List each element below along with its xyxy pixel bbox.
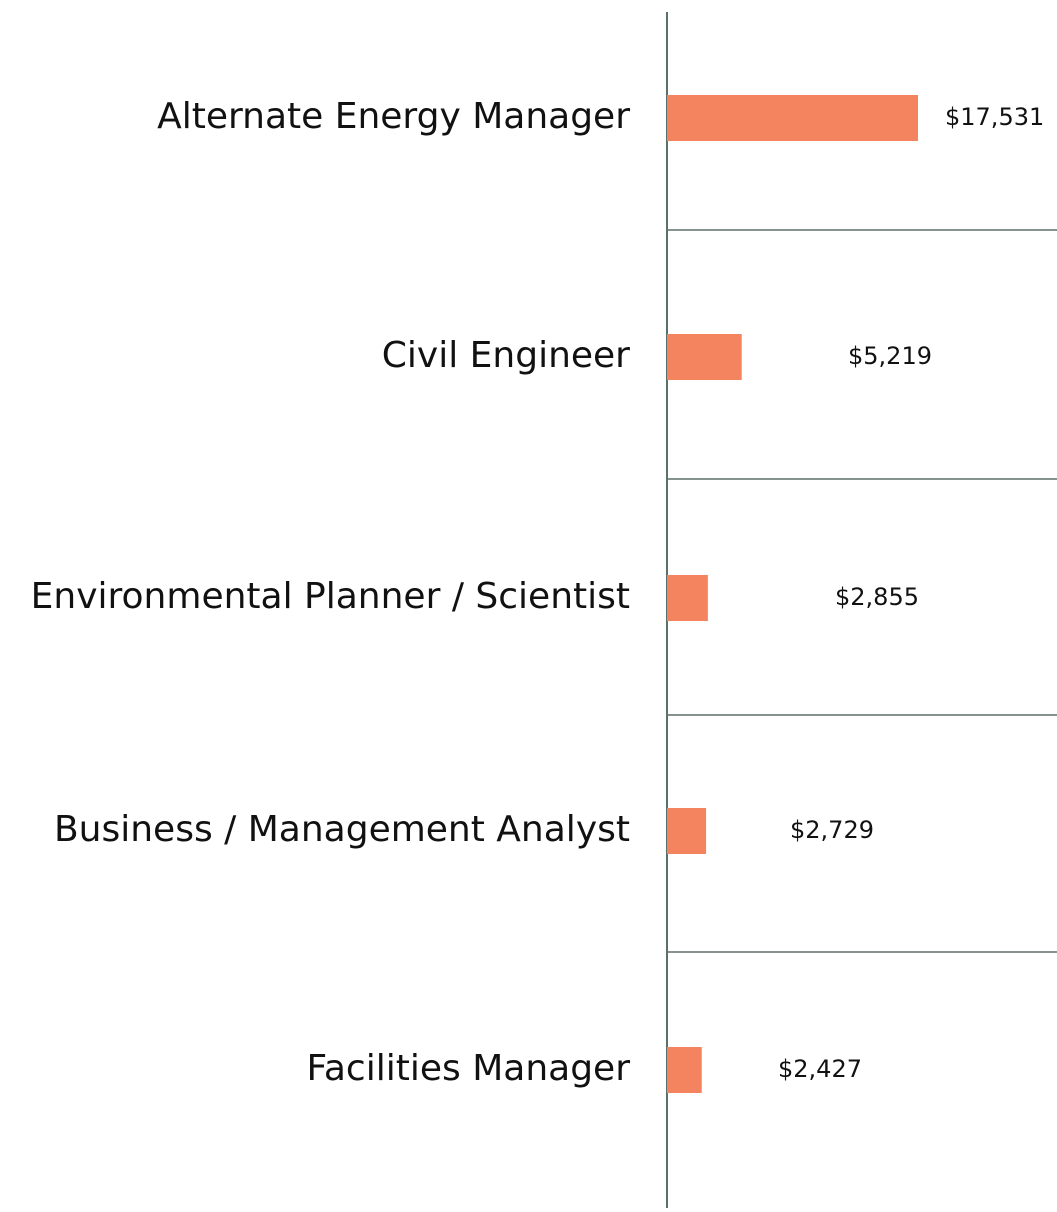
bar — [667, 334, 742, 380]
category-label: Alternate Energy Manager — [157, 96, 630, 137]
category-label: Civil Engineer — [382, 335, 630, 376]
category-label: Business / Management Analyst — [54, 809, 630, 850]
bar — [667, 1047, 702, 1093]
category-label: Facilities Manager — [306, 1048, 630, 1089]
bar — [667, 95, 918, 141]
bar — [667, 575, 708, 621]
value-label: $5,219 — [848, 342, 932, 370]
value-label: $2,427 — [778, 1055, 862, 1083]
value-label: $2,855 — [835, 583, 919, 611]
value-label: $2,729 — [790, 816, 874, 844]
value-label: $17,531 — [945, 103, 1044, 131]
bar — [667, 808, 707, 854]
category-label: Environmental Planner / Scientist — [31, 576, 630, 617]
